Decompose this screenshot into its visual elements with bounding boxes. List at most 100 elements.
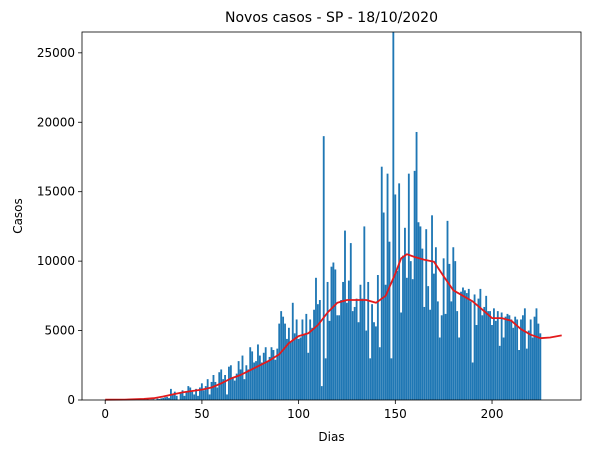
bar	[489, 311, 491, 400]
bar	[523, 308, 526, 400]
bar	[330, 266, 333, 400]
bar	[253, 362, 256, 400]
bar	[361, 298, 364, 400]
bar	[191, 391, 194, 400]
bar	[384, 284, 387, 400]
bar	[206, 379, 209, 400]
bar	[168, 397, 170, 400]
chart-title: Novos casos - SP - 18/10/2020	[225, 10, 438, 26]
bar	[504, 316, 507, 400]
bar	[471, 362, 474, 400]
bar	[299, 337, 302, 400]
bar	[386, 173, 389, 400]
bar	[266, 361, 269, 400]
bar	[442, 258, 445, 400]
bar	[475, 325, 478, 400]
bar	[448, 263, 451, 400]
bar	[171, 394, 174, 400]
bar	[493, 308, 495, 400]
bar	[460, 291, 462, 400]
bar	[280, 311, 283, 400]
bar	[204, 386, 207, 400]
bar	[376, 275, 379, 400]
bar	[380, 166, 383, 400]
bar	[328, 320, 331, 400]
bar	[264, 347, 267, 400]
bar	[423, 306, 426, 400]
bar	[427, 286, 430, 400]
x-ticks: 0 50 100 150 200	[101, 400, 503, 421]
bar	[357, 322, 360, 400]
bar	[529, 319, 532, 400]
bar	[316, 304, 319, 400]
bar	[291, 302, 294, 400]
bar	[276, 348, 279, 400]
bar	[473, 294, 476, 400]
bar	[444, 313, 447, 400]
bar	[421, 248, 424, 400]
bar	[311, 327, 314, 400]
bar	[535, 308, 538, 400]
bar	[282, 316, 285, 400]
bar	[237, 361, 240, 400]
bar	[454, 261, 457, 400]
bar	[467, 288, 470, 400]
bar	[210, 381, 213, 400]
bar	[274, 359, 277, 400]
bar	[270, 347, 273, 400]
x-axis-label: Dias	[318, 430, 344, 444]
bar	[315, 277, 317, 400]
y-tick-label: 5000	[44, 324, 75, 338]
bar	[413, 170, 416, 400]
bar	[187, 386, 190, 400]
bar	[452, 247, 455, 400]
bar	[229, 365, 232, 400]
bar	[531, 337, 534, 400]
bar	[525, 348, 528, 400]
bar	[220, 369, 223, 400]
bar	[243, 379, 246, 400]
bar	[458, 337, 461, 400]
bar	[216, 387, 219, 400]
bar	[349, 243, 352, 400]
bar	[179, 393, 182, 400]
bar	[396, 270, 399, 400]
bar	[378, 347, 381, 400]
bar	[226, 394, 228, 400]
bar	[450, 301, 453, 400]
y-tick-label: 10000	[37, 254, 75, 268]
bar	[506, 313, 509, 400]
bar	[522, 315, 524, 400]
y-tick-label: 20000	[37, 115, 75, 129]
bar	[498, 345, 501, 400]
bar	[320, 386, 323, 400]
bar	[175, 395, 178, 400]
bar	[390, 358, 393, 400]
bar	[469, 301, 472, 400]
bar	[295, 319, 298, 400]
bar	[359, 284, 362, 400]
bar	[262, 352, 265, 400]
bar	[235, 373, 238, 400]
bar	[514, 316, 517, 400]
bar	[318, 300, 321, 400]
x-tick-label: 100	[287, 407, 310, 421]
bar	[351, 311, 354, 400]
bar	[425, 229, 428, 400]
bar	[255, 361, 257, 400]
bar	[429, 309, 432, 400]
bar	[533, 316, 536, 400]
bar	[491, 325, 493, 400]
bar	[156, 398, 159, 400]
bar	[342, 281, 344, 400]
bar	[409, 261, 412, 400]
bar	[398, 183, 401, 400]
bar	[394, 194, 397, 400]
bar	[365, 330, 368, 400]
bar	[436, 301, 439, 400]
bar	[392, 32, 395, 400]
bar	[382, 212, 385, 400]
bar	[462, 287, 464, 400]
bar	[305, 313, 308, 400]
